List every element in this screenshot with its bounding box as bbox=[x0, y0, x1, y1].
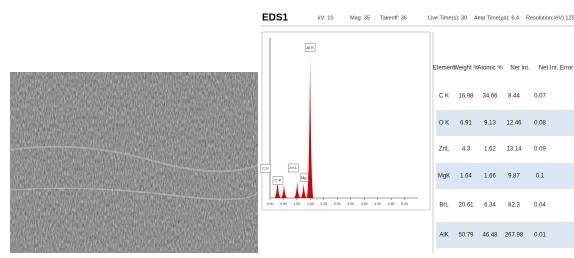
table-cell: 6.91 bbox=[460, 121, 472, 127]
table-cell: 6.34 bbox=[484, 203, 496, 209]
column-header: Atomic % bbox=[477, 66, 503, 72]
spectrum-title: EDS1 bbox=[262, 13, 289, 24]
table-cell: 267.98 bbox=[505, 233, 524, 239]
header-field: kV: 10 bbox=[318, 15, 333, 21]
header-field: Mag: 35 bbox=[350, 15, 370, 21]
table-cell: 0.01 bbox=[534, 233, 546, 239]
table-cell: 46.48 bbox=[482, 233, 498, 239]
peak bbox=[280, 185, 287, 198]
table-cell: 0.04 bbox=[534, 203, 546, 209]
x-tick-label: 0.00 bbox=[267, 202, 274, 206]
table-cell: 50.79 bbox=[458, 233, 474, 239]
table-cell: C K bbox=[439, 94, 449, 100]
table-cell: 1.66 bbox=[484, 174, 496, 180]
peak bbox=[300, 184, 307, 198]
table-cell: BrL bbox=[439, 203, 449, 209]
table-cell: 0.09 bbox=[534, 147, 546, 153]
table-cell: O K bbox=[439, 121, 449, 127]
table-cell: ZnL bbox=[439, 147, 450, 153]
table-cell: 82.3 bbox=[508, 203, 520, 209]
header-field: Live Time(s): 30 bbox=[428, 15, 467, 21]
table-cell: 16.98 bbox=[458, 94, 474, 100]
x-tick-label: 1.00 bbox=[294, 202, 301, 206]
row-band bbox=[436, 110, 574, 136]
table-cell: 0.1 bbox=[536, 174, 545, 180]
header-field: Takeoff: 36 bbox=[380, 15, 407, 21]
peak-label: Al K bbox=[306, 45, 314, 50]
x-tick-label: 4.50 bbox=[388, 202, 395, 206]
x-tick-label: 1.50 bbox=[307, 202, 314, 206]
peak-label: O K bbox=[275, 178, 282, 183]
sem-image bbox=[10, 72, 258, 253]
table-cell: AlK bbox=[439, 233, 448, 239]
x-tick-label: 2.00 bbox=[320, 202, 327, 206]
peak-label: Zn L bbox=[289, 165, 298, 170]
column-header: Weight % bbox=[453, 66, 479, 72]
table-cell: 34.66 bbox=[482, 94, 498, 100]
figure: EDS1 kV: 10 Mag: 35 Takeoff: 36 Live Time(s… bbox=[0, 0, 574, 253]
table-cell: 8.44 bbox=[508, 94, 520, 100]
x-tick-label: 2.50 bbox=[334, 202, 341, 206]
spectrum-frame bbox=[262, 32, 430, 210]
table-cell: 9.13 bbox=[484, 121, 496, 127]
table-cell: 13.14 bbox=[506, 147, 522, 153]
table-cell: 4.3 bbox=[462, 147, 471, 153]
column-header: Net Int. bbox=[510, 66, 530, 72]
x-tick-label: 4.00 bbox=[374, 202, 381, 206]
table-cell: 1.62 bbox=[484, 147, 496, 153]
peak-label: C K bbox=[262, 165, 269, 170]
x-tick-label: 0.50 bbox=[280, 202, 287, 206]
header-field: Resolution:(eV) 125.8 bbox=[526, 15, 574, 21]
column-header: Element bbox=[433, 66, 455, 72]
table-cell: 12.46 bbox=[506, 121, 522, 127]
table-cell: 0.08 bbox=[534, 121, 546, 127]
x-tick-label: 5.00 bbox=[401, 202, 408, 206]
x-tick-label: 3.00 bbox=[347, 202, 354, 206]
table-cell: 1.64 bbox=[460, 174, 472, 180]
header-field: Amp Time(µs): 6.4 bbox=[474, 15, 519, 21]
page: {"header":{"title":"EDS1","fields":["kV:… bbox=[0, 0, 574, 253]
table-cell: MgK bbox=[438, 174, 450, 180]
peak bbox=[294, 182, 301, 198]
table-cell: 20.61 bbox=[458, 203, 474, 209]
row-band bbox=[436, 163, 574, 189]
x-tick-label: 3.50 bbox=[361, 202, 368, 206]
table-cell: 9.87 bbox=[508, 174, 520, 180]
column-header: Net Int. Error bbox=[539, 66, 573, 72]
table-cell: 0.07 bbox=[534, 94, 546, 100]
